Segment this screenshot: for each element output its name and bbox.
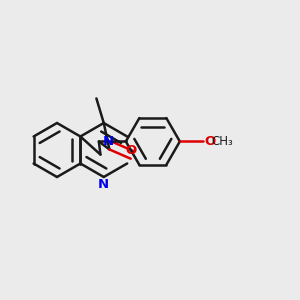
Text: N: N: [98, 178, 109, 191]
Text: N: N: [102, 135, 114, 148]
Text: O: O: [126, 144, 137, 157]
Text: O: O: [204, 135, 215, 148]
Text: CH₃: CH₃: [211, 135, 233, 148]
